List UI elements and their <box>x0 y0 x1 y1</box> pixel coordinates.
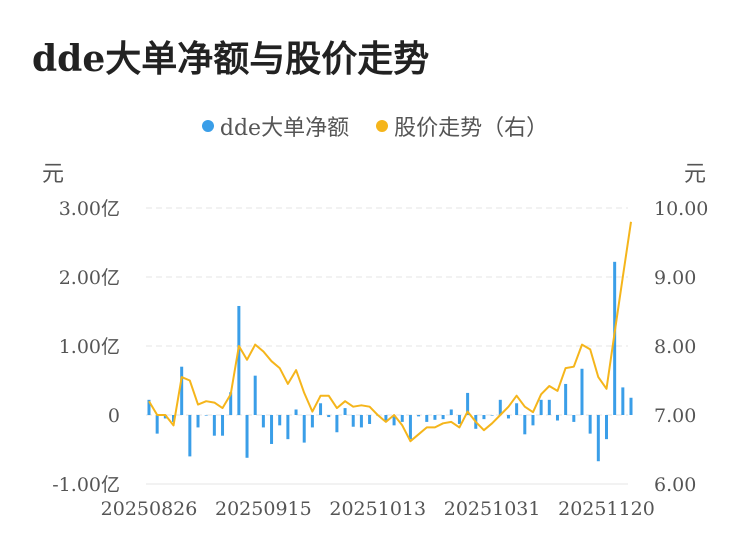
bar <box>482 415 486 420</box>
legend-label-dde: dde大单净额 <box>219 116 350 141</box>
bar <box>564 383 568 415</box>
bar <box>270 415 274 444</box>
bar <box>384 415 388 422</box>
legend-item-dde[interactable]: dde大单净额 <box>201 110 350 142</box>
legend-label-price: 股价走势（右） <box>394 116 549 141</box>
bar <box>196 415 200 428</box>
bar <box>604 415 608 440</box>
bar <box>253 375 257 415</box>
bar <box>408 415 412 440</box>
bar <box>580 368 584 415</box>
bar <box>441 415 445 420</box>
x-tick-label: 20250915 <box>215 498 312 520</box>
bar <box>515 403 519 415</box>
bar <box>368 415 372 424</box>
bar <box>506 415 510 419</box>
bar <box>629 397 633 415</box>
bar <box>621 387 625 415</box>
price-line <box>148 221 632 443</box>
left-tick-label: 2.00亿 <box>59 267 120 289</box>
bar <box>180 366 184 415</box>
bar <box>523 415 527 435</box>
bar <box>278 415 282 426</box>
bar <box>588 415 592 434</box>
left-tick-label: 3.00亿 <box>59 198 120 220</box>
bar <box>425 415 429 422</box>
bar <box>433 415 437 420</box>
bar <box>449 409 453 415</box>
legend-dot-dde <box>201 120 214 132</box>
bar <box>457 415 461 424</box>
bar <box>172 415 176 422</box>
right-tick-label: 8.00 <box>654 336 696 358</box>
bar <box>163 415 167 419</box>
bar <box>572 415 576 422</box>
bar <box>547 399 551 415</box>
bar <box>466 392 470 415</box>
bar <box>555 415 559 421</box>
bar <box>286 415 290 440</box>
bar <box>147 399 151 415</box>
bar <box>188 415 192 457</box>
bar <box>335 415 339 433</box>
bar <box>539 399 543 415</box>
x-tick-label: 20251031 <box>444 498 541 520</box>
bar <box>245 415 249 458</box>
left-tick-label: 0 <box>108 405 120 427</box>
bar <box>302 415 306 443</box>
bar <box>212 415 216 436</box>
right-axis-unit: 元 <box>684 162 707 187</box>
bar <box>490 415 494 416</box>
bar <box>498 399 502 415</box>
bar <box>237 305 241 415</box>
bar <box>392 415 396 426</box>
right-tick-label: 10.00 <box>654 198 708 220</box>
bar <box>327 415 331 418</box>
bar <box>359 415 363 428</box>
bar <box>343 408 347 415</box>
left-tick-label: -1.00亿 <box>52 474 120 496</box>
legend-item-price[interactable]: 股价走势（右） <box>376 110 548 142</box>
legend-dot-price <box>376 120 389 132</box>
bar <box>351 415 355 427</box>
bar <box>400 415 404 422</box>
bar <box>319 403 323 415</box>
bar <box>294 409 298 415</box>
right-tick-label: 7.00 <box>654 405 696 427</box>
bar <box>221 415 225 436</box>
bar <box>261 415 265 428</box>
bar <box>417 415 421 417</box>
bar <box>531 415 535 426</box>
right-tick-label: 9.00 <box>654 267 696 289</box>
left-axis-unit: 元 <box>42 162 65 187</box>
chart-title: dde大单净额与股价走势 <box>32 38 430 80</box>
bar <box>229 392 233 415</box>
x-tick-label: 20251013 <box>329 498 426 520</box>
legend: dde大单净额 股价走势（右） <box>0 110 750 142</box>
bar <box>155 415 159 434</box>
bar <box>310 415 314 428</box>
x-tick-label: 20251120 <box>558 498 655 520</box>
bar <box>596 415 600 462</box>
left-tick-label: 1.00亿 <box>59 336 120 358</box>
x-tick-label: 20250826 <box>101 498 198 520</box>
bar <box>204 415 208 416</box>
right-tick-label: 6.00 <box>654 474 696 496</box>
